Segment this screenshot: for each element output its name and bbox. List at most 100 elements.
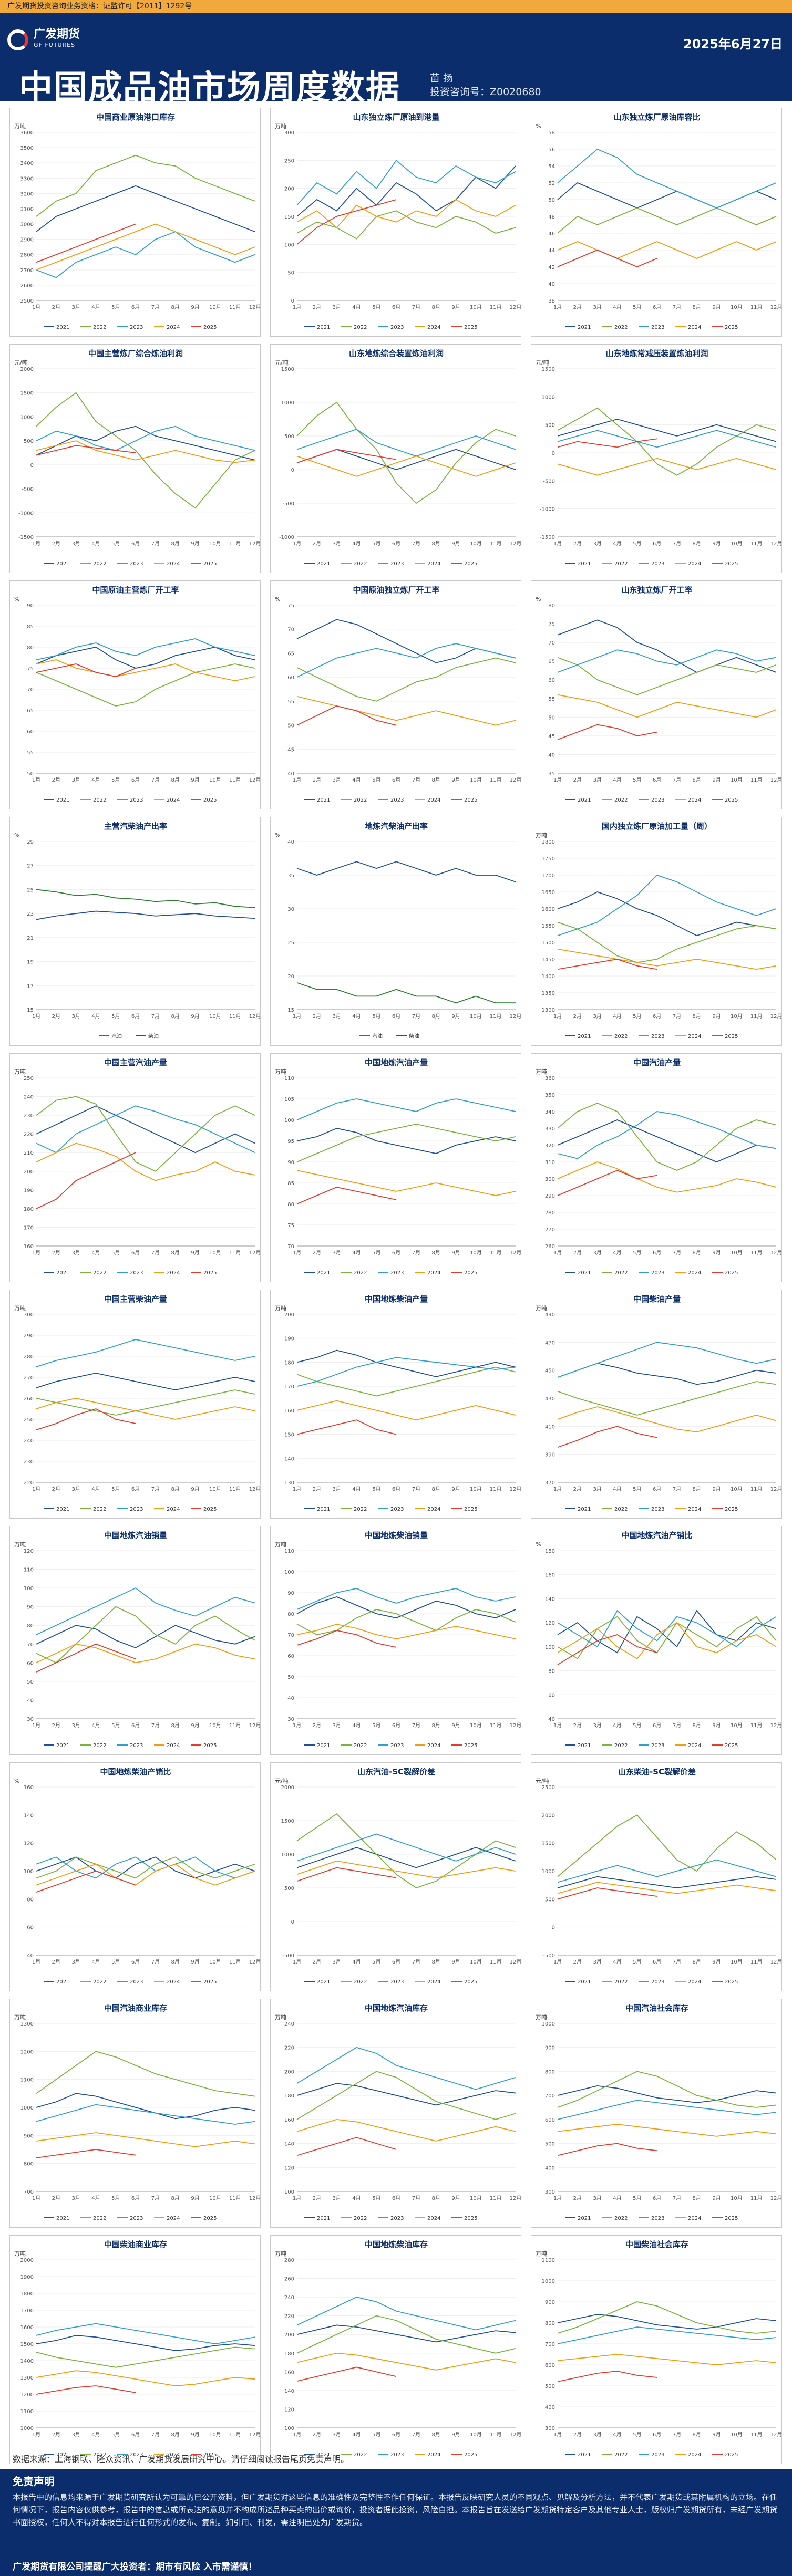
series-line-2022 xyxy=(296,657,516,702)
chart-card: 中国柴油社会库存 万吨 300 400 500 600 700 800 900 1000 1100 1… xyxy=(531,2235,782,2464)
legend-label: 2025 xyxy=(725,1270,738,1276)
legend-label: 2022 xyxy=(614,1743,628,1749)
y-tick-label: 250 xyxy=(24,1076,34,1082)
line-chart: 中国原油主营炼厂开工率% 50 55 60 65 70 75 80 85 90 1月 2月 3月 4月 5月… xyxy=(14,585,261,803)
x-tick-label: 12月 xyxy=(249,1486,261,1492)
x-tick-label: 6月 xyxy=(392,1013,400,1020)
y-tick-label: 1700 xyxy=(20,2308,34,2314)
series-line-2024 xyxy=(557,458,777,476)
series-line-2024 xyxy=(36,2132,255,2147)
y-tick-label: 300 xyxy=(284,130,294,136)
y-tick-label: 80 xyxy=(27,1897,34,1903)
series-line-2021 xyxy=(557,1363,777,1385)
y-tick-label: 2800 xyxy=(20,253,34,258)
x-tick-label: 6月 xyxy=(653,2195,661,2201)
chart-card: 中国汽油产量 万吨 260 270 280 290 300 310 320 330 340 350 36… xyxy=(531,1053,782,1282)
x-tick-label: 8月 xyxy=(171,1250,180,1256)
series-line-2023 xyxy=(36,638,255,660)
x-tick-label: 6月 xyxy=(131,2195,140,2201)
series-line-2025 xyxy=(296,705,397,726)
y-tick-label: -500 xyxy=(282,501,294,507)
x-tick-label: 9月 xyxy=(451,1722,460,1729)
chart-card: 中国主营炼厂综合炼油利润 元/吨 -1500 -1000 -500 0 500 1000 150… xyxy=(9,344,261,573)
chart-card: 中国汽油社会库存 万吨 300 400 500 600 700 800 900 1000 1月 2月 3… xyxy=(531,1999,782,2228)
y-tick-label: 44 xyxy=(548,248,555,254)
series-line-2023 xyxy=(557,1111,777,1159)
x-tick-label: 12月 xyxy=(510,1959,522,1965)
x-tick-label: 11月 xyxy=(750,1722,763,1729)
y-tick-label: 23 xyxy=(27,911,34,917)
y-tick-label: 240 xyxy=(284,2295,294,2301)
x-tick-label: 6月 xyxy=(653,1250,661,1256)
y-axis-unit: 万吨 xyxy=(536,2250,547,2257)
x-tick-label: 1月 xyxy=(553,541,562,547)
x-tick-label: 3月 xyxy=(332,541,341,547)
x-tick-label: 4月 xyxy=(352,304,361,310)
x-tick-label: 11月 xyxy=(229,777,241,783)
legend-label: 2021 xyxy=(578,1507,591,1512)
series-line-2022 xyxy=(296,1609,516,1635)
y-axis-unit: % xyxy=(536,123,541,130)
legend-label: 2022 xyxy=(93,1270,106,1276)
legend-label: 2021 xyxy=(578,1034,591,1040)
series-line-2024 xyxy=(36,223,255,271)
legend-label: 2022 xyxy=(93,2452,106,2458)
chart-card: 山东独立炼厂原油到港量 万吨 0 50 100 150 200 250 300 1月 2月 3月 4月 5… xyxy=(270,108,521,337)
y-axis-unit: % xyxy=(14,1778,19,1784)
series-line-2021 xyxy=(296,165,516,217)
x-tick-label: 1月 xyxy=(293,1722,301,1729)
series-line-2021 xyxy=(36,1105,255,1154)
x-tick-label: 2月 xyxy=(573,541,582,547)
y-tick-label: 100 xyxy=(284,2189,294,2195)
x-tick-label: 11月 xyxy=(490,777,502,783)
series-line-2024 xyxy=(557,1882,777,1894)
series-line-2023 xyxy=(36,1856,255,1879)
x-tick-label: 3月 xyxy=(593,1722,601,1729)
series-line-2021 xyxy=(557,1119,777,1162)
y-tick-label: 140 xyxy=(284,2142,294,2147)
legend-label: 2021 xyxy=(578,1979,591,1985)
x-tick-label: 10月 xyxy=(470,2195,482,2201)
y-tick-label: 500 xyxy=(24,439,34,444)
x-tick-label: 1月 xyxy=(32,541,40,547)
x-tick-label: 10月 xyxy=(731,1486,743,1492)
chart-card: 中国地炼汽油销量 万吨 30 40 50 60 70 80 90 100 110 120 1月 2月 3月 4… xyxy=(9,1526,261,1755)
legend-label: 2022 xyxy=(354,1270,367,1276)
y-tick-label: 180 xyxy=(284,1360,294,1366)
y-tick-label: 600 xyxy=(545,2363,555,2369)
series-line-2022 xyxy=(36,1389,255,1416)
chart-title: 中国主营汽油产量 xyxy=(104,1058,167,1067)
x-tick-label: 4月 xyxy=(91,1013,100,1020)
y-axis-unit: 元/吨 xyxy=(536,1778,549,1784)
y-tick-label: 15 xyxy=(287,1007,294,1013)
y-tick-label: 140 xyxy=(24,1813,34,1819)
x-tick-label: 4月 xyxy=(91,1250,100,1256)
x-tick-label: 6月 xyxy=(653,1959,661,1965)
legend-label: 2024 xyxy=(427,1270,440,1276)
x-tick-label: 12月 xyxy=(770,1486,783,1492)
x-tick-label: 12月 xyxy=(510,1722,522,1729)
y-tick-label: 29 xyxy=(27,839,34,845)
legend-label: 2024 xyxy=(427,1743,440,1749)
line-chart: 地炼汽柴油产出率% 15 20 25 30 35 40 1月 2月 3月 4月 5月 6月 7月 8月 9月 1… xyxy=(275,822,521,1040)
series-line-2024 xyxy=(557,694,777,718)
x-tick-label: 10月 xyxy=(470,1013,482,1020)
y-tick-label: 1350 xyxy=(542,991,555,996)
x-tick-label: 7月 xyxy=(151,777,160,783)
legend-label: 2022 xyxy=(93,325,106,330)
x-tick-label: 5月 xyxy=(372,304,380,310)
y-tick-label: 240 xyxy=(24,1095,34,1100)
x-tick-label: 8月 xyxy=(693,1013,701,1020)
y-tick-label: 95 xyxy=(287,1139,294,1145)
chart-title: 山东地炼常减压装置炼油利润 xyxy=(605,349,708,358)
chart-title: 中国原油独立炼厂开工率 xyxy=(353,585,439,595)
x-tick-label: 5月 xyxy=(633,304,641,310)
x-tick-label: 6月 xyxy=(131,304,140,310)
disclaimer-text: 本报告中的信息均来源于广发期货研究所认为可靠的已公开资料，但广发期货对这些信息的… xyxy=(13,2492,778,2527)
series-line-2022 xyxy=(36,663,255,707)
legend-label: 2025 xyxy=(203,1979,217,1985)
legend-label: 2024 xyxy=(688,2216,701,2221)
